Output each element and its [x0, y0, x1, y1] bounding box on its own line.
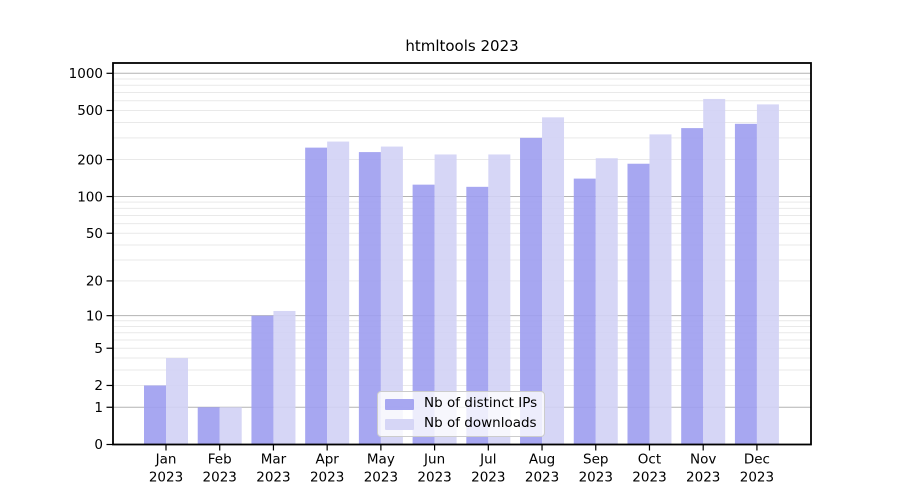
- y-tick-label-10: 10: [86, 308, 103, 324]
- bar-feb-nb-of-distinct-ips: [197, 407, 220, 445]
- series-nb-of-distinct-ips: [144, 123, 757, 445]
- x-tick-label-year-sep: 2023: [579, 470, 613, 486]
- x-tick-label-year-may: 2023: [364, 470, 398, 486]
- x-tick-label-month-oct: Oct: [638, 452, 661, 468]
- bar-may-nb-of-distinct-ips: [358, 152, 381, 445]
- bar-nov-nb-of-downloads: [703, 98, 726, 445]
- bar-aug-nb-of-downloads: [542, 117, 565, 445]
- bar-oct-nb-of-downloads: [649, 134, 672, 445]
- y-tick-label-5: 5: [94, 341, 103, 357]
- x-ticks: [165, 444, 758, 451]
- bar-oct-nb-of-distinct-ips: [627, 163, 650, 445]
- x-tick-label-year-apr: 2023: [310, 470, 344, 486]
- y-tick-label-200: 200: [77, 152, 103, 168]
- legend-swatch-downloads: [385, 418, 414, 430]
- x-tick-label-month-mar: Mar: [261, 452, 287, 468]
- x-tick-label-month-apr: Apr: [315, 452, 339, 468]
- y-tick-label-1: 1: [94, 400, 103, 416]
- y-tick-labels: 0 1 2 5 10 20 50 100 200 500 1000: [69, 66, 103, 453]
- x-tick-label-year-dec: 2023: [740, 470, 774, 486]
- series-nb-of-downloads: [166, 98, 779, 445]
- bar-mar-nb-of-distinct-ips: [251, 315, 274, 445]
- y-tick-label-2: 2: [94, 378, 103, 394]
- x-tick-label-month-nov: Nov: [690, 452, 716, 468]
- bar-jun-nb-of-distinct-ips: [412, 184, 435, 445]
- bar-sep-nb-of-downloads: [595, 158, 618, 445]
- legend-label-downloads: Nb of downloads: [424, 415, 537, 432]
- bar-jan-nb-of-downloads: [166, 358, 188, 445]
- x-tick-label-year-feb: 2023: [203, 470, 237, 486]
- legend-item-distinct-ips: Nb of distinct IPs: [385, 396, 544, 413]
- y-tick-label-0: 0: [94, 437, 103, 453]
- x-tick-label-year-jun: 2023: [417, 470, 451, 486]
- bar-aug-nb-of-distinct-ips: [520, 137, 543, 445]
- legend-item-downloads: Nb of downloads: [385, 416, 544, 433]
- bar-may-nb-of-downloads: [380, 146, 403, 445]
- bar-jan-nb-of-distinct-ips: [144, 385, 166, 445]
- y-tick-label-500: 500: [77, 103, 103, 119]
- x-tick-label-year-jul: 2023: [471, 470, 505, 486]
- x-tick-label-year-jan: 2023: [149, 470, 183, 486]
- bar-apr-nb-of-downloads: [327, 141, 350, 445]
- y-tick-label-20: 20: [86, 274, 103, 290]
- y-tick-label-100: 100: [77, 189, 103, 205]
- x-tick-label-month-may: May: [367, 452, 395, 468]
- legend: Nb of distinct IPs Nb of downloads: [377, 391, 545, 437]
- x-tick-label-month-aug: Aug: [529, 452, 555, 468]
- plot-border: [112, 62, 812, 446]
- x-tick-label-year-mar: 2023: [256, 470, 290, 486]
- x-tick-label-year-aug: 2023: [525, 470, 559, 486]
- y-ticks: [106, 72, 113, 446]
- bar-jul-nb-of-distinct-ips: [466, 186, 489, 445]
- bar-nov-nb-of-distinct-ips: [681, 128, 704, 445]
- y-tick-label-1000: 1000: [69, 66, 103, 82]
- x-tick-label-month-jun: Jun: [423, 452, 445, 468]
- bar-jul-nb-of-downloads: [488, 154, 511, 445]
- x-tick-label-month-jul: Jul: [479, 452, 496, 468]
- x-tick-label-month-sep: Sep: [583, 452, 608, 468]
- x-tick-label-month-dec: Dec: [744, 452, 770, 468]
- bar-dec-nb-of-downloads: [756, 104, 779, 445]
- bar-feb-nb-of-downloads: [219, 407, 242, 445]
- bar-dec-nb-of-distinct-ips: [734, 123, 757, 445]
- y-tick-label-50: 50: [86, 226, 103, 242]
- bar-mar-nb-of-downloads: [273, 310, 296, 445]
- x-tick-label-year-oct: 2023: [632, 470, 666, 486]
- legend-label-distinct-ips: Nb of distinct IPs: [424, 395, 538, 412]
- legend-swatch-distinct-ips: [385, 398, 414, 410]
- x-tick-label-month-feb: Feb: [208, 452, 232, 468]
- bar-jun-nb-of-downloads: [434, 154, 457, 445]
- chart-title: htmltools 2023: [405, 37, 519, 55]
- x-tick-labels: Jan 2023 Feb 2023 Mar 2023 Apr 2023 May 2023 Jun 20…: [149, 452, 774, 486]
- x-tick-label-month-jan: Jan: [155, 452, 177, 468]
- bar-apr-nb-of-distinct-ips: [305, 147, 328, 445]
- x-tick-label-year-nov: 2023: [686, 470, 720, 486]
- bar-sep-nb-of-distinct-ips: [573, 178, 596, 445]
